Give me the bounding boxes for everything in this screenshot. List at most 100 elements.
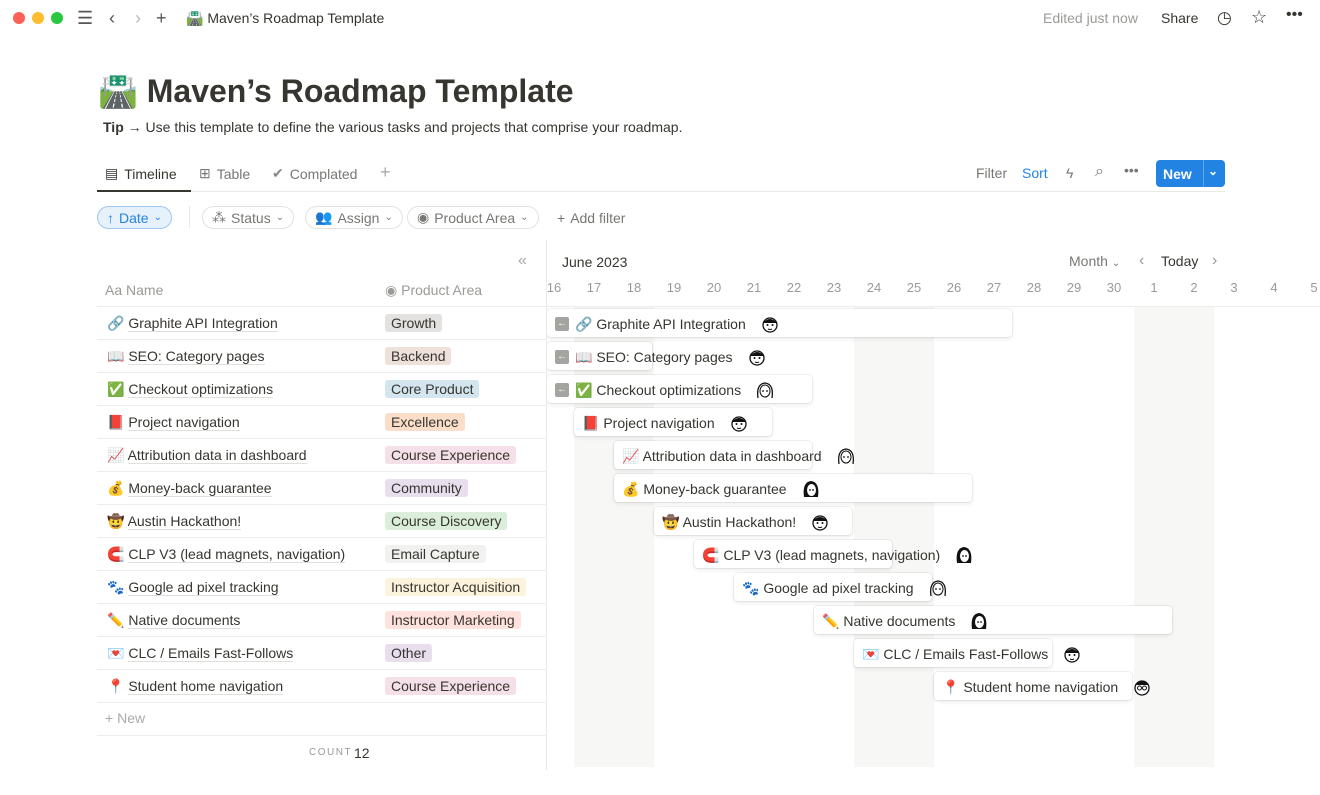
product-area-tag[interactable]: Course Experience bbox=[385, 677, 517, 695]
menu-icon[interactable]: ☰ bbox=[77, 8, 94, 28]
share-button[interactable]: Share bbox=[1161, 10, 1199, 26]
star-icon[interactable]: ☆ bbox=[1251, 7, 1268, 27]
tab-table[interactable]: ⊞ Table bbox=[199, 165, 250, 182]
assign-filter-chip[interactable]: 👥 Assign ⌄ bbox=[305, 206, 403, 229]
arrow-left-icon[interactable]: ← bbox=[555, 383, 569, 397]
avatar-icon[interactable] bbox=[954, 545, 974, 565]
timeline-bar[interactable]: 💌 CLC / Emails Fast-Follows bbox=[854, 639, 1080, 667]
row-name[interactable]: 🔗 Graphite API Integration bbox=[107, 315, 278, 332]
timeline-bar[interactable]: 💰 Money-back guarantee bbox=[614, 474, 972, 502]
prev-icon[interactable]: ‹ bbox=[1139, 252, 1145, 269]
scale-select[interactable]: Month ⌄ bbox=[1069, 253, 1120, 269]
avatar-icon[interactable] bbox=[729, 413, 749, 433]
row-name[interactable]: 📖 SEO: Category pages bbox=[107, 348, 265, 365]
new-row-button[interactable]: + New bbox=[97, 702, 547, 735]
avatar-icon[interactable] bbox=[836, 446, 856, 466]
product-area-tag[interactable]: Core Product bbox=[385, 380, 480, 398]
table-row[interactable]: 📕 Project navigation Excellence bbox=[97, 405, 547, 438]
search-icon[interactable]: ⌕ bbox=[1095, 163, 1104, 180]
row-name[interactable]: 🐾 Google ad pixel tracking bbox=[107, 579, 279, 596]
row-name[interactable]: ✅ Checkout optimizations bbox=[107, 381, 274, 398]
row-name[interactable]: 💌 CLC / Emails Fast-Follows bbox=[107, 645, 294, 662]
avatar-icon[interactable] bbox=[810, 512, 830, 532]
new-button[interactable]: New ⌄ bbox=[1156, 160, 1225, 187]
minimize-window-button[interactable] bbox=[32, 12, 44, 24]
new-page-icon[interactable]: + bbox=[156, 8, 167, 28]
close-window-button[interactable] bbox=[13, 12, 25, 24]
product-area-tag[interactable]: Course Experience bbox=[385, 446, 517, 464]
table-row[interactable]: 🔗 Graphite API Integration Growth bbox=[97, 306, 547, 339]
table-row[interactable]: 💰 Money-back guarantee Community bbox=[97, 471, 547, 504]
automation-icon[interactable]: ϟ bbox=[1066, 165, 1074, 181]
product-area-tag[interactable]: Email Capture bbox=[385, 545, 486, 563]
table-row[interactable]: 📈 Attribution data in dashboard Course Ex… bbox=[97, 438, 547, 471]
product-area-tag[interactable]: Instructor Marketing bbox=[385, 611, 521, 629]
table-row[interactable]: ✅ Checkout optimizations Core Product bbox=[97, 372, 547, 405]
avatar-icon[interactable] bbox=[1062, 644, 1082, 664]
arrow-left-icon[interactable]: ← bbox=[555, 350, 569, 364]
product-area-tag[interactable]: Community bbox=[385, 479, 468, 497]
history-icon[interactable]: ◷ bbox=[1217, 8, 1232, 27]
avatar-icon[interactable] bbox=[747, 347, 767, 367]
timeline-bar[interactable]: 📍 Student home navigation bbox=[934, 672, 1150, 700]
product-area-tag[interactable]: Backend bbox=[385, 347, 452, 365]
row-name[interactable]: 🤠 Austin Hackathon! bbox=[107, 513, 242, 530]
avatar-icon[interactable] bbox=[969, 611, 989, 631]
timeline-bar[interactable]: ✏️ Native documents bbox=[814, 606, 1172, 634]
avatar-icon[interactable] bbox=[755, 380, 775, 400]
timeline-bar[interactable]: ← ✅ Checkout optimizations bbox=[547, 375, 812, 403]
timeline-bar[interactable]: 📕 Project navigation bbox=[574, 408, 772, 436]
arrow-left-icon[interactable]: ← bbox=[555, 317, 569, 331]
table-row[interactable]: 📖 SEO: Category pages Backend bbox=[97, 339, 547, 372]
back-icon[interactable]: ‹ bbox=[109, 8, 115, 28]
tab-timeline[interactable]: ▤ Timeline bbox=[105, 165, 177, 182]
product-area-tag[interactable]: Excellence bbox=[385, 413, 465, 431]
row-name[interactable]: ✏️ Native documents bbox=[107, 612, 241, 629]
table-row[interactable]: 🐾 Google ad pixel tracking Instructor Acq… bbox=[97, 570, 547, 603]
product-area-tag[interactable]: Other bbox=[385, 644, 433, 662]
row-name[interactable]: 📕 Project navigation bbox=[107, 414, 240, 431]
tab-complated[interactable]: ✔ Complated bbox=[272, 165, 357, 182]
filter-button[interactable]: Filter bbox=[976, 165, 1008, 181]
table-row[interactable]: 💌 CLC / Emails Fast-Follows Other bbox=[97, 636, 547, 669]
timeline-bar[interactable]: 🐾 Google ad pixel tracking bbox=[734, 573, 946, 601]
more-options-icon[interactable]: ••• bbox=[1124, 162, 1139, 178]
select-icon: ◉ bbox=[417, 209, 430, 225]
status-filter-chip[interactable]: ⁂ Status ⌄ bbox=[202, 206, 295, 229]
row-name[interactable]: 📍 Student home navigation bbox=[107, 678, 284, 695]
product-area-filter-chip[interactable]: ◉ Product Area ⌄ bbox=[407, 206, 539, 229]
more-icon[interactable]: ••• bbox=[1286, 6, 1303, 23]
avatar-icon[interactable] bbox=[928, 578, 948, 598]
name-column-header[interactable]: Aa Name bbox=[105, 282, 163, 298]
zoom-window-button[interactable] bbox=[51, 12, 63, 24]
row-name[interactable]: 📈 Attribution data in dashboard bbox=[107, 447, 307, 464]
product-area-tag[interactable]: Course Discovery bbox=[385, 512, 508, 530]
timeline-bar[interactable]: ← 🔗 Graphite API Integration bbox=[547, 309, 1012, 337]
product-area-tag[interactable]: Growth bbox=[385, 314, 443, 332]
add-view-button[interactable]: + bbox=[380, 162, 391, 182]
add-filter-button[interactable]: + Add filter bbox=[548, 206, 634, 229]
sort-button[interactable]: Sort bbox=[1022, 165, 1048, 181]
product-area-column-header[interactable]: ◉ Product Area bbox=[385, 282, 482, 299]
row-name[interactable]: 🧲 CLP V3 (lead magnets, navigation) bbox=[107, 546, 346, 563]
forward-icon[interactable]: › bbox=[135, 8, 141, 28]
table-row[interactable]: 📍 Student home navigation Course Experien… bbox=[97, 669, 547, 702]
avatar-icon[interactable] bbox=[1132, 677, 1152, 697]
collapse-icon[interactable]: « bbox=[518, 252, 527, 269]
table-row[interactable]: 🤠 Austin Hackathon! Course Discovery bbox=[97, 504, 547, 537]
timeline-bar[interactable]: ← 📖 SEO: Category pages bbox=[547, 342, 765, 370]
avatar-icon[interactable] bbox=[801, 479, 821, 499]
table-row[interactable]: 🧲 CLP V3 (lead magnets, navigation) Email… bbox=[97, 537, 547, 570]
avatar-icon[interactable] bbox=[760, 314, 780, 334]
sort-date-chip[interactable]: ↑ Date ⌄ bbox=[97, 206, 172, 229]
timeline-bar[interactable]: 🤠 Austin Hackathon! bbox=[654, 507, 852, 535]
table-row[interactable]: ✏️ Native documents Instructor Marketing bbox=[97, 603, 547, 636]
breadcrumb[interactable]: 🛣️ Maven’s Roadmap Template bbox=[186, 10, 384, 27]
timeline-bar[interactable]: 🧲 CLP V3 (lead magnets, navigation) bbox=[694, 540, 972, 568]
next-icon[interactable]: › bbox=[1212, 252, 1218, 269]
today-button[interactable]: Today bbox=[1161, 253, 1199, 269]
row-name[interactable]: 💰 Money-back guarantee bbox=[107, 480, 272, 497]
chevron-down-icon[interactable]: ⌄ bbox=[1208, 164, 1219, 178]
product-area-tag[interactable]: Instructor Acquisition bbox=[385, 578, 527, 596]
timeline-bar[interactable]: 📈 Attribution data in dashboard bbox=[614, 441, 854, 469]
